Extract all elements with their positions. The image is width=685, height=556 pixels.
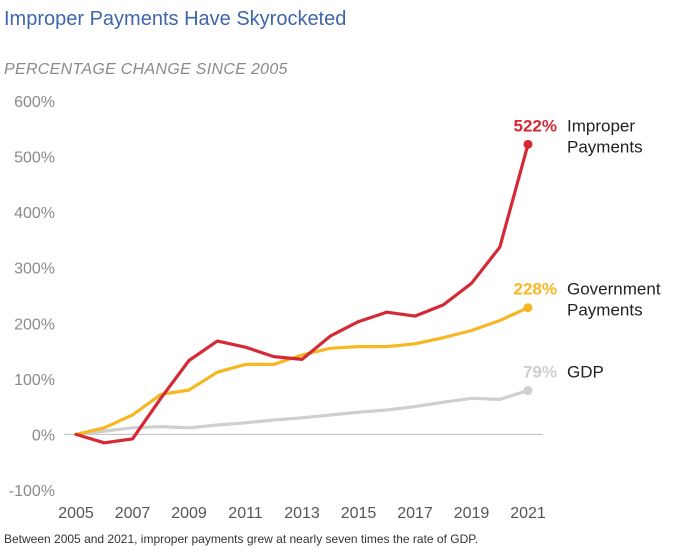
series-end-labels: 522% Improper Payments 228% Government Paymen… bbox=[514, 116, 661, 381]
series-end-value: 79% bbox=[523, 363, 557, 382]
x-tick-label: 2011 bbox=[228, 505, 263, 522]
chart-title: Improper Payments Have Skyrocketed bbox=[4, 8, 347, 30]
series-name-label: Payments bbox=[567, 137, 643, 156]
series-line bbox=[74, 306, 530, 436]
chart-footnote: Between 2005 and 2021, improper payments… bbox=[4, 532, 479, 546]
x-tick-label: 2015 bbox=[341, 505, 377, 522]
y-tick-label: -100% bbox=[9, 483, 55, 500]
x-tick-label: 2013 bbox=[284, 505, 320, 522]
y-tick-label: 300% bbox=[14, 261, 55, 278]
y-tick-label: 100% bbox=[14, 372, 55, 389]
x-tick-label: 2021 bbox=[510, 505, 546, 522]
y-axis-ticks: 600% 500% 400% 300% 200% 100% 0% -100% bbox=[9, 94, 55, 500]
series-line bbox=[74, 388, 530, 436]
x-tick-label: 2009 bbox=[171, 505, 207, 522]
y-tick-label: 500% bbox=[14, 150, 55, 167]
chart-subtitle: PERCENTAGE CHANGE SINCE 2005 bbox=[4, 61, 288, 78]
series-name-label: Improper bbox=[567, 116, 635, 135]
x-tick-label: 2005 bbox=[58, 505, 94, 522]
y-tick-label: 0% bbox=[32, 427, 55, 444]
series-name-label: Payments bbox=[567, 301, 643, 320]
series-end-value: 228% bbox=[514, 280, 557, 299]
y-tick-label: 200% bbox=[14, 316, 55, 333]
series-name-label: Government bbox=[567, 280, 661, 299]
x-tick-label: 2019 bbox=[454, 505, 490, 522]
x-axis-ticks: 2005 2007 2009 2011 2013 2015 2017 2019 2021 bbox=[58, 505, 546, 522]
series-end-point bbox=[523, 139, 533, 149]
series-line bbox=[74, 142, 530, 445]
series-end-point bbox=[523, 303, 533, 313]
x-tick-label: 2007 bbox=[115, 505, 151, 522]
series-end-value: 522% bbox=[514, 116, 557, 135]
y-tick-label: 600% bbox=[14, 94, 55, 111]
y-tick-label: 400% bbox=[14, 205, 55, 222]
series-end-point bbox=[523, 386, 533, 396]
series-lines bbox=[74, 139, 533, 445]
series-name-label: GDP bbox=[567, 363, 604, 382]
x-tick-label: 2017 bbox=[397, 505, 433, 522]
